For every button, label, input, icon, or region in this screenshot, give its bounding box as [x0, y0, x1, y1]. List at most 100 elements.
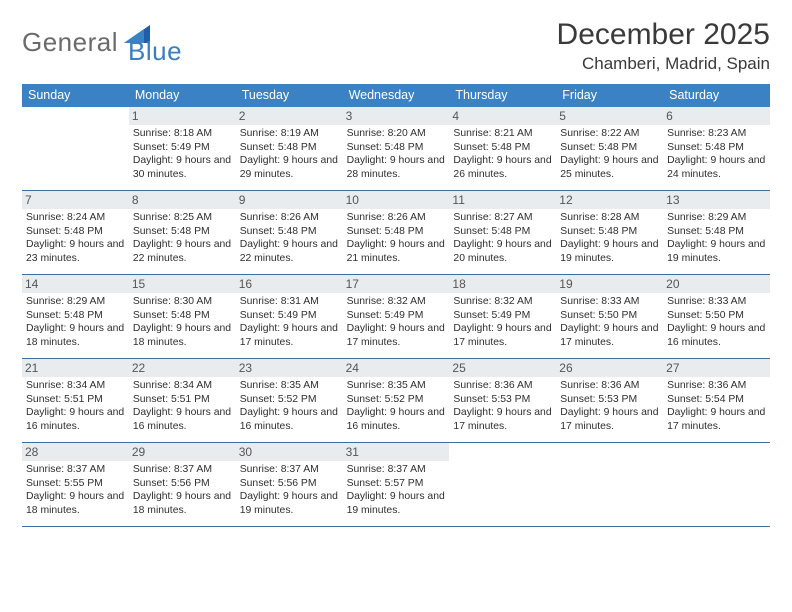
calendar-cell: 1 Sunrise: 8:18 AMSunset: 5:49 PMDaylight… — [129, 107, 236, 191]
day-details: Sunrise: 8:23 AMSunset: 5:48 PMDaylight:… — [667, 127, 766, 182]
calendar-cell: 22 Sunrise: 8:34 AMSunset: 5:51 PMDayligh… — [129, 359, 236, 443]
calendar-cell: 3 Sunrise: 8:20 AMSunset: 5:48 PMDaylight… — [343, 107, 450, 191]
day-number: 15 — [129, 275, 236, 293]
day-number: 9 — [236, 191, 343, 209]
calendar-cell: 15 Sunrise: 8:30 AMSunset: 5:48 PMDayligh… — [129, 275, 236, 359]
day-number: 2 — [236, 107, 343, 125]
day-number: 28 — [22, 443, 129, 461]
day-number: 11 — [449, 191, 556, 209]
calendar-cell: 19 Sunrise: 8:33 AMSunset: 5:50 PMDayligh… — [556, 275, 663, 359]
day-details: Sunrise: 8:31 AMSunset: 5:49 PMDaylight:… — [240, 295, 339, 350]
day-details: Sunrise: 8:29 AMSunset: 5:48 PMDaylight:… — [667, 211, 766, 266]
calendar-cell: . — [22, 107, 129, 191]
day-number: 1 — [129, 107, 236, 125]
logo: General Blue — [22, 18, 182, 67]
calendar-cell: 26 Sunrise: 8:36 AMSunset: 5:53 PMDayligh… — [556, 359, 663, 443]
dow-cell: Friday — [556, 84, 663, 107]
calendar-cell: 20 Sunrise: 8:33 AMSunset: 5:50 PMDayligh… — [663, 275, 770, 359]
day-details: Sunrise: 8:36 AMSunset: 5:54 PMDaylight:… — [667, 379, 766, 434]
day-number: 31 — [343, 443, 450, 461]
day-number: 27 — [663, 359, 770, 377]
calendar-cell: 7 Sunrise: 8:24 AMSunset: 5:48 PMDaylight… — [22, 191, 129, 275]
calendar-cell: 9Sunrise: 8:26 AMSunset: 5:48 PMDaylight… — [236, 191, 343, 275]
day-details: Sunrise: 8:28 AMSunset: 5:48 PMDaylight:… — [560, 211, 659, 266]
day-number: 30 — [236, 443, 343, 461]
day-number: 24 — [343, 359, 450, 377]
calendar-cell: 28 Sunrise: 8:37 AMSunset: 5:55 PMDayligh… — [22, 443, 129, 527]
day-details: Sunrise: 8:33 AMSunset: 5:50 PMDaylight:… — [560, 295, 659, 350]
day-details: Sunrise: 8:34 AMSunset: 5:51 PMDaylight:… — [133, 379, 232, 434]
day-details: Sunrise: 8:36 AMSunset: 5:53 PMDaylight:… — [560, 379, 659, 434]
day-number: 3 — [343, 107, 450, 125]
calendar-cell: 2 Sunrise: 8:19 AMSunset: 5:48 PMDaylight… — [236, 107, 343, 191]
calendar-cell: 4Sunrise: 8:21 AMSunset: 5:48 PMDaylight… — [449, 107, 556, 191]
day-details: Sunrise: 8:35 AMSunset: 5:52 PMDaylight:… — [347, 379, 446, 434]
calendar-cell: 10 Sunrise: 8:26 AMSunset: 5:48 PMDayligh… — [343, 191, 450, 275]
calendar-cell: 17 Sunrise: 8:32 AMSunset: 5:49 PMDayligh… — [343, 275, 450, 359]
day-number: 7 — [22, 191, 129, 209]
dow-cell: Wednesday — [343, 84, 450, 107]
day-number: 20 — [663, 275, 770, 293]
calendar-cell: 29 Sunrise: 8:37 AMSunset: 5:56 PMDayligh… — [129, 443, 236, 527]
calendar-grid: .1Sunrise: 8:18 AMSunset: 5:49 PMDayligh… — [22, 107, 770, 527]
day-number: 10 — [343, 191, 450, 209]
calendar-cell: . — [556, 443, 663, 527]
day-number: 12 — [556, 191, 663, 209]
day-number: 26 — [556, 359, 663, 377]
day-details: Sunrise: 8:37 AMSunset: 5:55 PMDaylight:… — [26, 463, 125, 518]
calendar-cell: 31 Sunrise: 8:37 AMSunset: 5:57 PMDayligh… — [343, 443, 450, 527]
day-details: Sunrise: 8:26 AMSunset: 5:48 PMDaylight:… — [347, 211, 446, 266]
dow-header-row: SundayMondayTuesdayWednesdayThursdayFrid… — [22, 84, 770, 107]
calendar-cell: 13Sunrise: 8:29 AMSunset: 5:48 PMDayligh… — [663, 191, 770, 275]
day-number: 21 — [22, 359, 129, 377]
month-title: December 2025 — [557, 18, 770, 52]
calendar-cell: 8 Sunrise: 8:25 AMSunset: 5:48 PMDaylight… — [129, 191, 236, 275]
day-details: Sunrise: 8:18 AMSunset: 5:49 PMDaylight:… — [133, 127, 232, 182]
calendar-cell: 6 Sunrise: 8:23 AMSunset: 5:48 PMDaylight… — [663, 107, 770, 191]
calendar-cell: 11 Sunrise: 8:27 AMSunset: 5:48 PMDayligh… — [449, 191, 556, 275]
day-number: 19 — [556, 275, 663, 293]
day-number: 16 — [236, 275, 343, 293]
calendar-cell: 27 Sunrise: 8:36 AMSunset: 5:54 PMDayligh… — [663, 359, 770, 443]
day-details: Sunrise: 8:24 AMSunset: 5:48 PMDaylight:… — [26, 211, 125, 266]
day-details: Sunrise: 8:32 AMSunset: 5:49 PMDaylight:… — [453, 295, 552, 350]
day-details: Sunrise: 8:30 AMSunset: 5:48 PMDaylight:… — [133, 295, 232, 350]
calendar-cell: 24 Sunrise: 8:35 AMSunset: 5:52 PMDayligh… — [343, 359, 450, 443]
day-number: 6 — [663, 107, 770, 125]
location: Chamberi, Madrid, Spain — [557, 54, 770, 74]
day-number: 8 — [129, 191, 236, 209]
calendar-cell: 21Sunrise: 8:34 AMSunset: 5:51 PMDayligh… — [22, 359, 129, 443]
day-number: 17 — [343, 275, 450, 293]
day-details: Sunrise: 8:37 AMSunset: 5:56 PMDaylight:… — [240, 463, 339, 518]
day-details: Sunrise: 8:32 AMSunset: 5:49 PMDaylight:… — [347, 295, 446, 350]
day-details: Sunrise: 8:37 AMSunset: 5:57 PMDaylight:… — [347, 463, 446, 518]
day-number: 4 — [449, 107, 556, 125]
calendar-cell: 18 Sunrise: 8:32 AMSunset: 5:49 PMDayligh… — [449, 275, 556, 359]
calendar-cell: 30 Sunrise: 8:37 AMSunset: 5:56 PMDayligh… — [236, 443, 343, 527]
calendar-page: General Blue December 2025 Chamberi, Mad… — [0, 0, 792, 545]
day-details: Sunrise: 8:20 AMSunset: 5:48 PMDaylight:… — [347, 127, 446, 182]
calendar-cell: 16 Sunrise: 8:31 AMSunset: 5:49 PMDayligh… — [236, 275, 343, 359]
day-details: Sunrise: 8:22 AMSunset: 5:48 PMDaylight:… — [560, 127, 659, 182]
day-details: Sunrise: 8:33 AMSunset: 5:50 PMDaylight:… — [667, 295, 766, 350]
day-details: Sunrise: 8:36 AMSunset: 5:53 PMDaylight:… — [453, 379, 552, 434]
day-details: Sunrise: 8:29 AMSunset: 5:48 PMDaylight:… — [26, 295, 125, 350]
dow-cell: Saturday — [663, 84, 770, 107]
dow-cell: Tuesday — [236, 84, 343, 107]
calendar-cell: . — [449, 443, 556, 527]
day-details: Sunrise: 8:35 AMSunset: 5:52 PMDaylight:… — [240, 379, 339, 434]
calendar-cell: 25Sunrise: 8:36 AMSunset: 5:53 PMDayligh… — [449, 359, 556, 443]
calendar-cell: 12 Sunrise: 8:28 AMSunset: 5:48 PMDayligh… — [556, 191, 663, 275]
header: General Blue December 2025 Chamberi, Mad… — [22, 18, 770, 74]
day-details: Sunrise: 8:37 AMSunset: 5:56 PMDaylight:… — [133, 463, 232, 518]
day-number: 22 — [129, 359, 236, 377]
day-number: 5 — [556, 107, 663, 125]
day-number: 29 — [129, 443, 236, 461]
day-number: 18 — [449, 275, 556, 293]
day-details: Sunrise: 8:27 AMSunset: 5:48 PMDaylight:… — [453, 211, 552, 266]
logo-text-general: General — [22, 27, 118, 58]
day-details: Sunrise: 8:19 AMSunset: 5:48 PMDaylight:… — [240, 127, 339, 182]
calendar-cell: . — [663, 443, 770, 527]
day-details: Sunrise: 8:25 AMSunset: 5:48 PMDaylight:… — [133, 211, 232, 266]
day-number: 14 — [22, 275, 129, 293]
